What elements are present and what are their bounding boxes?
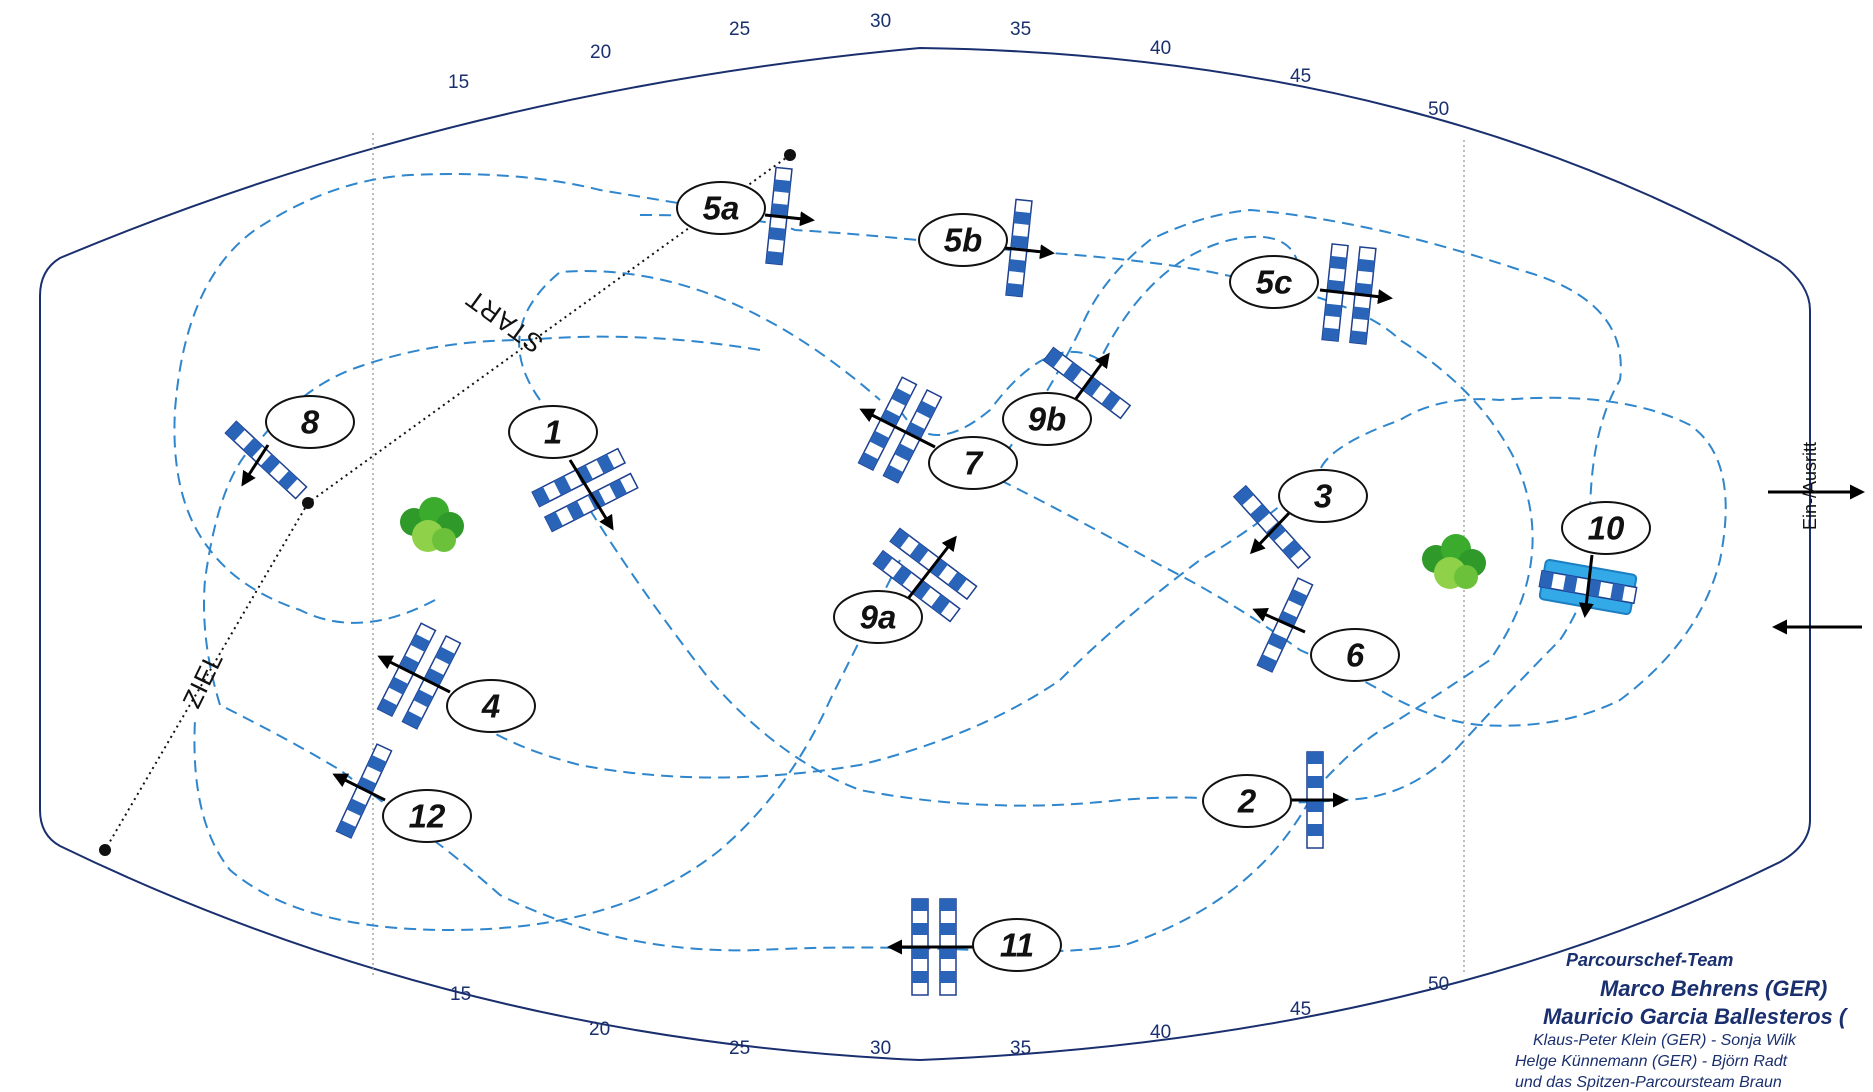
arena-mark-bottom: 35	[1010, 1038, 1031, 1059]
start-marker-top	[784, 149, 796, 161]
credits-title: Parcourschef-Team	[1566, 950, 1734, 970]
obstacle-label-3: 3	[1278, 469, 1368, 523]
credits-line-3: und das Spitzen-Parcoursteam Braun	[1515, 1074, 1782, 1091]
finish-label: ZIEL	[176, 647, 229, 713]
arena-outline	[39, 46, 1811, 1062]
obstacle-label-9a: 9a	[833, 590, 923, 644]
entrance-label: Ein-/Ausritt	[1800, 441, 1820, 531]
arena-mark-top: 15	[448, 72, 469, 93]
obstacle-label-5c: 5c	[1229, 255, 1319, 309]
svg-text:2: 2	[1237, 783, 1257, 820]
svg-text:10: 10	[1588, 510, 1625, 547]
direction-arrow	[764, 211, 815, 227]
credits-chief: Marco Behrens (GER)	[1600, 976, 1828, 1001]
svg-text:9a: 9a	[860, 599, 897, 636]
direction-arrow	[1004, 244, 1055, 260]
direction-arrow	[1252, 607, 1306, 634]
arena-mark-bottom: 45	[1290, 999, 1311, 1020]
arena-mark-top: 50	[1428, 99, 1449, 120]
direction-arrow	[241, 444, 270, 487]
bush-icon	[400, 497, 464, 552]
arena-mark-bottom: 15	[450, 984, 471, 1005]
obstacle-1-jump	[531, 447, 639, 533]
obstacle-label-7: 7	[928, 436, 1018, 490]
obstacle-label-12: 12	[382, 789, 472, 843]
direction-arrow	[905, 535, 957, 601]
direction-arrow	[332, 773, 386, 802]
direction-arrow	[859, 408, 936, 449]
obstacle-label-1: 1	[508, 405, 598, 459]
obstacle-label-2: 2	[1202, 774, 1292, 828]
start-finish-marker	[302, 497, 314, 509]
arena-mark-top: 40	[1150, 38, 1171, 59]
direction-arrow	[568, 459, 614, 531]
svg-text:4: 4	[481, 688, 500, 725]
arena-mark-top: 25	[729, 19, 750, 40]
direction-arrow	[1073, 352, 1110, 401]
svg-text:9b: 9b	[1028, 401, 1067, 438]
svg-text:11: 11	[1000, 927, 1034, 964]
obstacle-label-9b: 9b	[1002, 392, 1092, 446]
obstacle-label-11: 11	[972, 918, 1062, 972]
credits-co-chief: Mauricio Garcia Ballesteros (	[1543, 1004, 1847, 1029]
arena-mark-top: 45	[1290, 66, 1311, 87]
svg-text:8: 8	[301, 404, 320, 441]
direction-arrow	[1578, 554, 1594, 618]
obstacle-label-10: 10	[1561, 501, 1651, 555]
svg-text:1: 1	[544, 414, 562, 451]
direction-arrow	[377, 655, 451, 694]
arena-mark-bottom: 20	[589, 1019, 610, 1040]
direction-arrow	[1319, 288, 1393, 305]
arena-mark-bottom: 30	[870, 1038, 891, 1059]
direction-arrow	[1249, 508, 1294, 555]
arena-mark-top: 35	[1010, 19, 1031, 40]
svg-text:6: 6	[1346, 637, 1365, 674]
start-label: START	[460, 284, 549, 360]
obstacle-6-jump	[1256, 577, 1314, 673]
svg-text:5c: 5c	[1256, 264, 1293, 301]
svg-text:5b: 5b	[944, 222, 983, 259]
arena-mark-bottom: 50	[1428, 974, 1449, 995]
credits-line-2: Helge Künnemann (GER) - Björn Radt	[1515, 1053, 1788, 1070]
obstacle-label-6: 6	[1310, 628, 1400, 682]
svg-text:3: 3	[1314, 478, 1332, 515]
arena-mark-bottom: 25	[729, 1038, 750, 1059]
bush-icon	[1422, 534, 1486, 589]
obstacle-label-4: 4	[446, 679, 536, 733]
arena-mark-top: 20	[590, 42, 611, 63]
arena-mark-bottom: 40	[1150, 1022, 1171, 1043]
svg-text:7: 7	[964, 445, 984, 482]
svg-text:5a: 5a	[703, 190, 740, 227]
credits-line-1: Klaus-Peter Klein (GER) - Sonja Wilk	[1533, 1032, 1797, 1049]
finish-marker-bottom	[99, 844, 111, 856]
finish-line	[104, 502, 309, 851]
course-designer-credits: Parcourschef-Team Marco Behrens (GER) Ma…	[1473, 942, 1873, 1092]
obstacle-label-8: 8	[265, 395, 355, 449]
arena-mark-top: 30	[870, 11, 891, 32]
obstacle-label-5a: 5a	[676, 181, 766, 235]
svg-text:12: 12	[409, 798, 446, 835]
obstacle-label-5b: 5b	[918, 213, 1008, 267]
